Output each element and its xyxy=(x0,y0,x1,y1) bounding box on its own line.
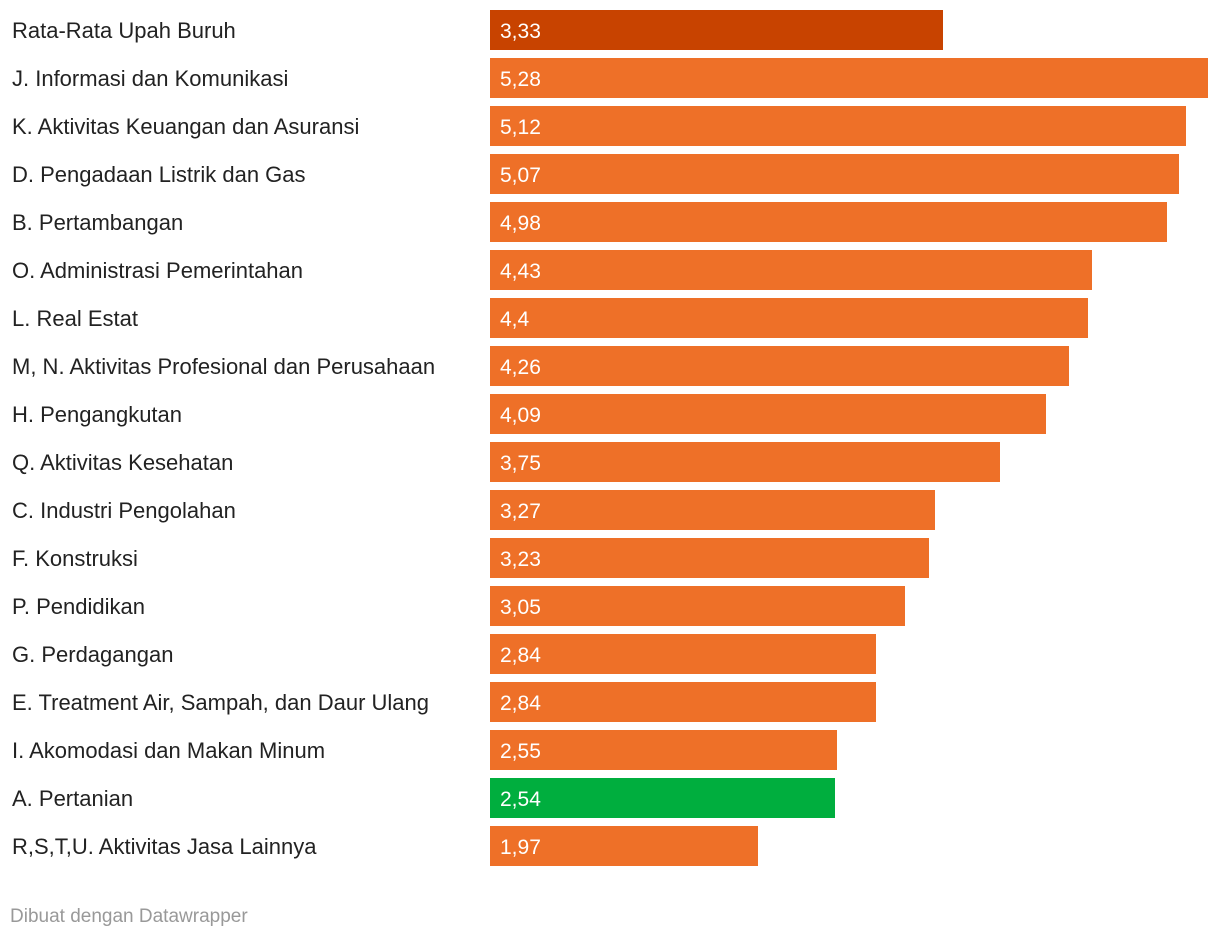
footer-credit: Dibuat dengan Datawrapper xyxy=(10,906,248,927)
bar-l-real-estat xyxy=(490,298,1088,338)
bar-chart: Rata-Rata Upah Buruh 3,33 J. Informasi dan… xyxy=(12,10,1208,866)
value-label-c-industri-pengolahan: 3,27 xyxy=(500,500,541,523)
category-label-rata-rata-upah-buruh: Rata-Rata Upah Buruh xyxy=(12,18,236,43)
category-label-d-pengadaan-listrik-dan-gas: D. Pengadaan Listrik dan Gas xyxy=(12,162,306,187)
value-label-p-pendidikan: 3,05 xyxy=(500,596,541,619)
value-label-e-treatment-air-sampah-dan-daur-ulang: 2,84 xyxy=(500,692,541,715)
category-label-b-pertambangan: B. Pertambangan xyxy=(12,210,183,235)
bar-b-pertambangan xyxy=(490,202,1167,242)
bar-p-pendidikan xyxy=(490,586,905,626)
bar-rata-rata-upah-buruh xyxy=(490,10,943,50)
value-label-h-pengangkutan: 4,09 xyxy=(500,404,541,427)
value-label-f-konstruksi: 3,23 xyxy=(500,548,541,571)
category-label-q-aktivitas-kesehatan: Q. Aktivitas Kesehatan xyxy=(12,450,233,475)
category-label-o-administrasi-pemerintahan: O. Administrasi Pemerintahan xyxy=(12,258,303,283)
value-label-l-real-estat: 4,4 xyxy=(500,308,530,331)
category-label-h-pengangkutan: H. Pengangkutan xyxy=(12,402,182,427)
bar-o-administrasi-pemerintahan xyxy=(490,250,1092,290)
value-label-d-pengadaan-listrik-dan-gas: 5,07 xyxy=(500,164,541,187)
bar-j-informasi-dan-komunikasi xyxy=(490,58,1208,98)
value-label-m-n-aktivitas-profesional-dan-perusahaan: 4,26 xyxy=(500,356,541,379)
category-label-i-akomodasi-dan-makan-minum: I. Akomodasi dan Makan Minum xyxy=(12,738,325,763)
bar-k-aktivitas-keuangan-dan-asuransi xyxy=(490,106,1186,146)
value-label-rata-rata-upah-buruh: 3,33 xyxy=(500,20,541,43)
bar-q-aktivitas-kesehatan xyxy=(490,442,1000,482)
value-label-a-pertanian: 2,54 xyxy=(500,788,541,811)
bar-f-konstruksi xyxy=(490,538,929,578)
category-label-a-pertanian: A. Pertanian xyxy=(12,786,133,811)
category-label-e-treatment-air-sampah-dan-daur-ulang: E. Treatment Air, Sampah, dan Daur Ulang xyxy=(12,690,429,715)
category-label-k-aktivitas-keuangan-dan-asuransi: K. Aktivitas Keuangan dan Asuransi xyxy=(12,114,359,139)
category-label-m-n-aktivitas-profesional-dan-perusahaan: M, N. Aktivitas Profesional dan Perusaha… xyxy=(12,354,435,379)
bar-a-pertanian xyxy=(490,778,835,818)
value-label-q-aktivitas-kesehatan: 3,75 xyxy=(500,452,541,475)
category-label-g-perdagangan: G. Perdagangan xyxy=(12,642,173,667)
value-label-g-perdagangan: 2,84 xyxy=(500,644,541,667)
bar-c-industri-pengolahan xyxy=(490,490,935,530)
bar-r-s-t-u-aktivitas-jasa-lainnya xyxy=(490,826,758,866)
bar-i-akomodasi-dan-makan-minum xyxy=(490,730,837,770)
bar-g-perdagangan xyxy=(490,634,876,674)
category-label-c-industri-pengolahan: C. Industri Pengolahan xyxy=(12,498,236,523)
category-label-f-konstruksi: F. Konstruksi xyxy=(12,546,138,571)
value-label-r-s-t-u-aktivitas-jasa-lainnya: 1,97 xyxy=(500,836,541,859)
bar-m-n-aktivitas-profesional-dan-perusahaan xyxy=(490,346,1069,386)
value-label-o-administrasi-pemerintahan: 4,43 xyxy=(500,260,541,283)
value-label-b-pertambangan: 4,98 xyxy=(500,212,541,235)
bar-d-pengadaan-listrik-dan-gas xyxy=(490,154,1179,194)
bar-e-treatment-air-sampah-dan-daur-ulang xyxy=(490,682,876,722)
category-label-p-pendidikan: P. Pendidikan xyxy=(12,594,145,619)
category-label-l-real-estat: L. Real Estat xyxy=(12,306,138,331)
value-label-j-informasi-dan-komunikasi: 5,28 xyxy=(500,68,541,91)
value-label-i-akomodasi-dan-makan-minum: 2,55 xyxy=(500,740,541,763)
value-label-k-aktivitas-keuangan-dan-asuransi: 5,12 xyxy=(500,116,541,139)
category-label-j-informasi-dan-komunikasi: J. Informasi dan Komunikasi xyxy=(12,66,288,91)
category-label-r-s-t-u-aktivitas-jasa-lainnya: R,S,T,U. Aktivitas Jasa Lainnya xyxy=(12,834,317,859)
bar-h-pengangkutan xyxy=(490,394,1046,434)
